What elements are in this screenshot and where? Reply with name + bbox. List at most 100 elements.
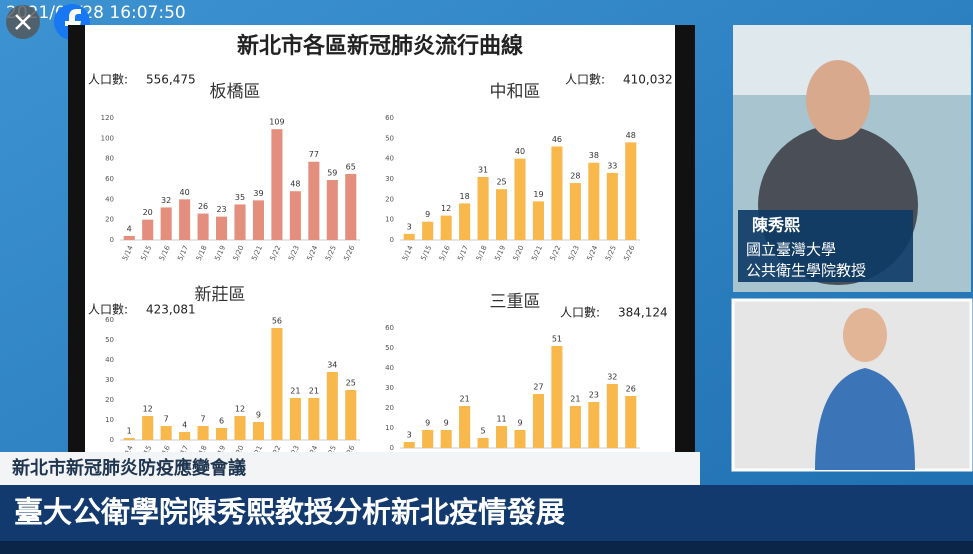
value-label: 21 [290,387,300,396]
bar [197,426,209,440]
slide [85,25,675,468]
y-tick-label: 40 [105,356,114,364]
value-label: 7 [164,415,169,424]
slide-title: 新北市各區新冠肺炎流行曲線 [237,33,523,59]
y-tick-label: 50 [385,134,394,142]
headline-bar [0,485,973,541]
y-tick-label: 60 [385,324,394,332]
value-label: 9 [425,419,430,428]
y-tick-label: 10 [105,416,114,424]
value-label: 56 [272,317,282,326]
value-label: 9 [444,419,449,428]
value-label: 23 [216,205,226,214]
value-label: 21 [460,395,470,404]
bar [403,233,415,240]
value-label: 20 [143,208,153,217]
population: 410,032 [623,73,673,87]
value-label: 26 [626,385,636,394]
value-label: 9 [425,210,430,219]
population-label: 人口數: [88,73,128,87]
value-label: 31 [478,165,488,174]
value-label: 12 [441,204,451,213]
bar [142,416,154,440]
y-tick-label: 20 [385,195,394,203]
y-tick-label: 0 [390,444,394,452]
y-tick-label: 20 [105,396,114,404]
chart-title: 新莊區 [195,285,246,305]
value-label: 33 [607,161,617,170]
y-tick-label: 60 [105,316,114,324]
y-tick-label: 40 [105,195,114,203]
interpreter-head [843,308,887,362]
bar [160,207,172,240]
bar [625,396,637,448]
bar [569,406,581,448]
bar [422,430,434,448]
y-tick-label: 30 [385,384,394,392]
caption-bar [0,452,700,485]
value-label: 7 [201,415,206,424]
bar [514,430,526,448]
bar [514,158,526,240]
value-label: 109 [269,118,284,127]
bar [532,394,544,448]
value-label: 27 [533,383,543,392]
y-tick-label: 20 [105,216,114,224]
y-tick-label: 80 [105,155,114,163]
y-tick-label: 30 [385,175,394,183]
value-label: 12 [235,405,245,414]
bar [496,426,508,448]
headline: 臺大公衛學院陳秀熙教授分析新北疫情發展 [14,495,565,529]
bar [252,422,264,440]
value-label: 6 [219,417,224,426]
bar [551,346,563,448]
value-label: 4 [127,224,132,233]
bar [197,213,209,240]
bar [216,216,228,240]
y-tick-label: 10 [385,424,394,432]
value-label: 40 [515,147,525,156]
value-label: 34 [327,361,337,370]
value-label: 32 [161,196,171,205]
value-label: 21 [309,387,319,396]
y-tick-label: 50 [385,344,394,352]
value-label: 35 [235,193,245,202]
bar [160,426,172,440]
bar [271,328,283,440]
interpreter [815,368,915,470]
y-tick-label: 60 [385,114,394,122]
value-label: 9 [517,419,522,428]
value-label: 5 [481,427,486,436]
value-label: 25 [346,379,356,388]
bar [440,215,452,240]
chart-title: 三重區 [490,292,541,312]
value-label: 28 [570,172,580,181]
value-label: 65 [346,162,356,171]
bar [403,442,415,448]
bar [477,176,489,240]
population: 423,081 [146,303,196,317]
bar [252,200,264,240]
speaker-head [806,60,870,140]
y-tick-label: 40 [385,364,394,372]
chart-title: 中和區 [490,82,541,102]
population: 556,475 [146,73,196,87]
program-caption: 新北市新冠肺炎防疫應變會議 [12,457,246,479]
value-label: 32 [607,373,617,382]
bar [440,430,452,448]
bar [477,438,489,448]
population-label: 人口數: [565,73,605,87]
bar [179,199,191,240]
value-label: 18 [460,192,470,201]
speaker-position: 公共衛生學院教授 [746,262,866,280]
bar [459,203,471,240]
value-label: 3 [407,431,412,440]
y-tick-label: 0 [110,436,114,444]
value-label: 4 [182,421,187,430]
timestamp: 2021/05/28 16:07:50 [6,3,186,23]
bar [326,180,338,240]
bar [345,390,357,440]
value-label: 46 [552,135,562,144]
population-label: 人口數: [88,303,128,317]
bottom-strip [0,541,973,554]
